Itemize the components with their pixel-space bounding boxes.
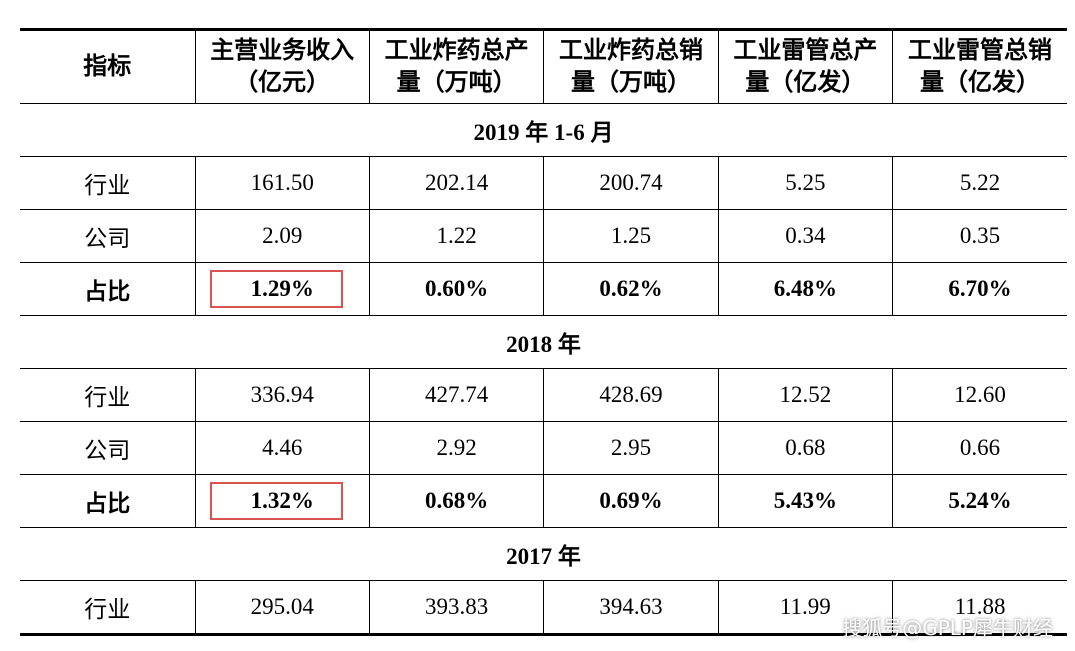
- table-row: 行业 336.94 427.74 428.69 12.52 12.60: [20, 368, 1067, 422]
- cell-value: 1.25: [543, 209, 719, 263]
- cell-value: 394.63: [543, 580, 719, 635]
- cell-value: 393.83: [368, 580, 544, 635]
- table-row-ratio: 占比 1.32% 0.68% 0.69% 5.43% 5.24%: [20, 474, 1067, 528]
- header-main-revenue: 主营业务收入 （亿元）: [194, 29, 370, 104]
- header-explosive-sales: 工业炸药总销 量（万吨）: [543, 29, 719, 104]
- table-row: 行业 161.50 202.14 200.74 5.25 5.22: [20, 156, 1067, 210]
- header-row: 指标 主营业务收入 （亿元） 工业炸药总产 量（万吨） 工业炸药总销 量（万吨） 工业…: [20, 29, 1067, 104]
- cell-value: 427.74: [368, 368, 544, 422]
- cell-value: 12.52: [717, 368, 893, 422]
- cell-value: 6.70%: [892, 262, 1067, 316]
- row-label: 行业: [84, 597, 131, 622]
- row-label: 公司: [84, 438, 131, 463]
- highlighted-cell: 1.32%: [194, 474, 370, 528]
- cell-value: 0.68%: [368, 474, 544, 528]
- row-label: 行业: [84, 385, 131, 410]
- cell-value: 0.62%: [543, 262, 719, 316]
- cell-value: 202.14: [368, 156, 544, 210]
- highlighted-cell: 1.29%: [194, 262, 370, 316]
- cell-value: 5.25: [717, 156, 893, 210]
- table-row: 公司 2.09 1.22 1.25 0.34 0.35: [20, 209, 1067, 263]
- cell-value: 12.60: [892, 368, 1067, 422]
- industry-comparison-table: 指标 主营业务收入 （亿元） 工业炸药总产 量（万吨） 工业炸药总销 量（万吨） 工业…: [20, 28, 1067, 636]
- cell-value: 1.32%: [250, 488, 314, 513]
- highlight-box: [209, 270, 343, 308]
- cell-value: 2.92: [368, 421, 544, 475]
- row-label: 公司: [84, 226, 131, 251]
- cell-value: 0.66: [892, 421, 1067, 475]
- cell-value: 1.29%: [250, 276, 314, 301]
- row-label: 占比: [84, 491, 131, 516]
- cell-value: 0.35: [892, 209, 1067, 263]
- table-row: 行业 295.04 393.83 394.63 11.99 11.88: [20, 580, 1067, 635]
- header-explosive-output: 工业炸药总产 量（万吨）: [368, 29, 544, 104]
- header-indicator: 指标: [83, 54, 132, 80]
- section-row-2018: 2018 年: [20, 316, 1067, 369]
- cell-value: 2.09: [194, 209, 370, 263]
- section-title: 2017 年: [506, 544, 581, 569]
- cell-value: 200.74: [543, 156, 719, 210]
- cell-value: 161.50: [194, 156, 370, 210]
- highlight-box: [209, 482, 343, 520]
- row-label: 占比: [84, 279, 131, 304]
- header-detonator-sales: 工业雷管总销 量（亿发）: [892, 29, 1067, 104]
- cell-value: 0.68: [717, 421, 893, 475]
- row-label: 行业: [84, 173, 131, 198]
- cell-value: 0.34: [717, 209, 893, 263]
- header-detonator-output: 工业雷管总产 量（亿发）: [717, 29, 893, 104]
- cell-value: 5.24%: [892, 474, 1067, 528]
- cell-value: 5.43%: [717, 474, 893, 528]
- cell-value: 11.99: [717, 580, 893, 635]
- cell-value: 0.69%: [543, 474, 719, 528]
- table-row: 公司 4.46 2.92 2.95 0.68 0.66: [20, 421, 1067, 475]
- cell-value: 5.22: [892, 156, 1067, 210]
- section-title: 2019 年 1-6 月: [473, 120, 614, 145]
- section-row-2017: 2017 年: [20, 528, 1067, 581]
- watermark: 搜狐号@GPLP犀牛财经: [842, 616, 1053, 640]
- cell-value: 336.94: [194, 368, 370, 422]
- table-row-ratio: 占比 1.29% 0.60% 0.62% 6.48% 6.70%: [20, 262, 1067, 316]
- cell-value: 11.88: [892, 580, 1067, 635]
- section-title: 2018 年: [506, 332, 581, 357]
- cell-value: 4.46: [194, 421, 370, 475]
- section-row-2019h1: 2019 年 1-6 月: [20, 104, 1067, 157]
- cell-value: 2.95: [543, 421, 719, 475]
- cell-value: 0.60%: [368, 262, 544, 316]
- cell-value: 1.22: [368, 209, 544, 263]
- cell-value: 6.48%: [717, 262, 893, 316]
- cell-value: 428.69: [543, 368, 719, 422]
- cell-value: 295.04: [194, 580, 370, 635]
